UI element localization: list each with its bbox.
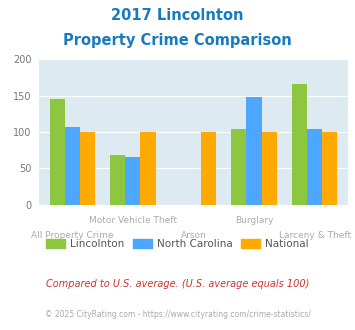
Text: 2017 Lincolnton: 2017 Lincolnton — [111, 8, 244, 23]
Text: Larceny & Theft: Larceny & Theft — [279, 231, 351, 240]
Bar — [80, 132, 95, 205]
Bar — [231, 129, 246, 205]
Text: All Property Crime: All Property Crime — [31, 231, 114, 240]
Bar — [246, 97, 262, 205]
Bar — [50, 99, 65, 205]
Legend: Lincolnton, North Carolina, National: Lincolnton, North Carolina, National — [42, 235, 313, 253]
Bar — [110, 155, 125, 205]
Bar — [65, 127, 80, 205]
Text: Burglary: Burglary — [235, 216, 273, 225]
Text: © 2025 CityRating.com - https://www.cityrating.com/crime-statistics/: © 2025 CityRating.com - https://www.city… — [45, 310, 310, 319]
Bar — [307, 129, 322, 205]
Text: Compared to U.S. average. (U.S. average equals 100): Compared to U.S. average. (U.S. average … — [46, 279, 309, 289]
Bar — [201, 132, 216, 205]
Bar — [322, 132, 337, 205]
Bar — [262, 132, 277, 205]
Text: Arson: Arson — [181, 231, 206, 240]
Text: Property Crime Comparison: Property Crime Comparison — [63, 33, 292, 48]
Bar — [125, 157, 141, 205]
Text: Motor Vehicle Theft: Motor Vehicle Theft — [89, 216, 177, 225]
Bar — [141, 132, 155, 205]
Bar — [292, 84, 307, 205]
